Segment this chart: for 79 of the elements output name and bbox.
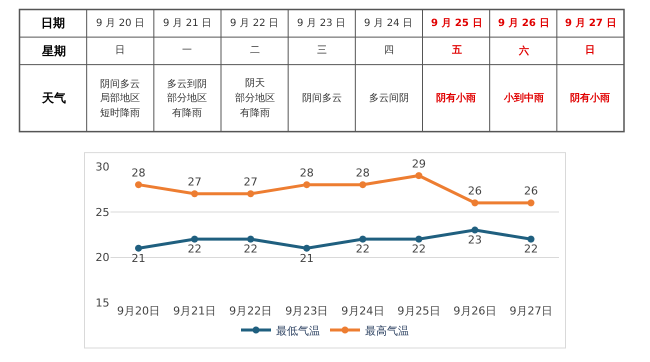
x-tick-label: 9月25日	[397, 304, 440, 318]
point	[247, 190, 254, 198]
point	[247, 236, 254, 243]
x-tick-label: 9月22日	[229, 304, 272, 318]
x-tick-label: 9月24日	[341, 304, 384, 318]
text: 小到中雨	[504, 93, 544, 104]
point	[135, 181, 142, 188]
text: 9 月 22 日	[230, 18, 279, 29]
y-tick-label: 15	[96, 296, 110, 310]
x-tick-label: 9月20日	[117, 304, 160, 318]
y-tick-label: 30	[96, 160, 110, 174]
data-label: 26	[468, 184, 482, 198]
data-label: 29	[412, 157, 426, 170]
x-tick-label: 9月27日	[509, 304, 552, 318]
x-tick-label: 9月21日	[173, 304, 216, 318]
text: 星期	[42, 44, 66, 58]
point	[303, 181, 310, 188]
legend-label: 最高气温	[365, 324, 409, 338]
data-label: 27	[244, 176, 258, 189]
data-label: 28	[300, 166, 314, 180]
data-label: 21	[300, 252, 314, 265]
text: 六	[519, 46, 529, 57]
text: 日	[585, 45, 595, 56]
text: 天气	[42, 91, 66, 105]
data-label: 21	[132, 252, 146, 265]
point	[191, 190, 198, 198]
point	[471, 226, 478, 234]
text: 日	[115, 45, 125, 56]
text: 9 月 23 日	[297, 18, 346, 29]
legend-label: 最低气温	[276, 324, 320, 338]
point	[303, 244, 310, 252]
text: 局部地区	[100, 93, 140, 104]
point	[191, 236, 198, 243]
text: 一	[182, 45, 192, 56]
text: 二	[250, 45, 260, 56]
text: 9 月 24 日	[364, 18, 413, 29]
data-label: 28	[356, 166, 370, 180]
data-label: 23	[468, 234, 482, 247]
text: 部分地区	[167, 93, 207, 104]
data-label: 27	[188, 176, 202, 189]
text: 五	[452, 45, 462, 56]
text: 部分地区	[235, 93, 275, 104]
text: 有降雨	[240, 108, 270, 119]
point	[135, 244, 142, 252]
point	[527, 199, 534, 206]
point	[415, 172, 422, 180]
text: 9 月 26 日	[498, 18, 550, 29]
point	[471, 199, 478, 206]
text: 阴有小雨	[436, 93, 476, 104]
y-tick-label: 25	[96, 206, 110, 219]
text: 阴天	[245, 78, 265, 89]
text: 三	[317, 45, 327, 56]
text: 有降雨	[172, 108, 202, 119]
data-label: 22	[244, 242, 258, 256]
text: 日期	[41, 16, 65, 30]
text: 多云间阴	[369, 93, 409, 104]
text: 阴间多云	[100, 79, 140, 90]
point	[359, 236, 366, 243]
text: 9 月 27 日	[565, 18, 616, 29]
text: 四	[384, 45, 394, 56]
x-tick-label: 9月26日	[453, 304, 496, 318]
point	[527, 236, 534, 243]
text: 9 月 21 日	[163, 18, 212, 29]
text: 阴间多云	[302, 93, 342, 104]
x-tick-label: 9月23日	[285, 304, 328, 318]
data-label: 22	[188, 242, 202, 256]
text: 阴有小雨	[570, 93, 610, 104]
data-label: 26	[524, 184, 538, 198]
data-label: 28	[132, 166, 146, 180]
text: 9 月 25 日	[431, 18, 482, 29]
data-label: 22	[356, 242, 370, 256]
text: 短时降雨	[100, 108, 140, 119]
point	[415, 236, 422, 243]
data-label: 22	[412, 242, 426, 256]
point	[359, 181, 366, 188]
text: 9 月 20 日	[96, 18, 145, 29]
text: 多云到阴	[167, 79, 207, 90]
data-label: 22	[524, 242, 538, 256]
y-tick-label: 20	[96, 251, 110, 264]
